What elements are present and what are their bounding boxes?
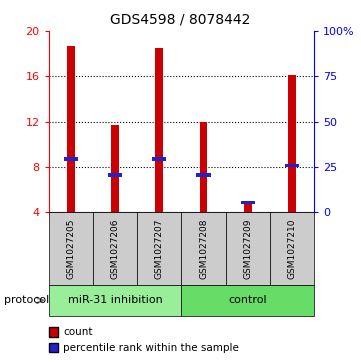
Bar	[196, 173, 211, 176]
Bar	[200, 122, 208, 212]
Text: GSM1027207: GSM1027207	[155, 219, 164, 279]
Bar	[111, 125, 119, 212]
Text: GSM1027208: GSM1027208	[199, 219, 208, 279]
Bar	[108, 173, 122, 176]
Bar	[155, 48, 163, 212]
Text: protocol: protocol	[4, 295, 49, 305]
Text: GSM1027209: GSM1027209	[243, 219, 252, 279]
Text: GSM1027210: GSM1027210	[287, 219, 296, 279]
Bar	[67, 46, 75, 212]
Bar	[64, 158, 78, 160]
Text: GSM1027205: GSM1027205	[66, 219, 75, 279]
Text: GSM1027206: GSM1027206	[110, 219, 119, 279]
Bar	[244, 201, 252, 212]
Text: control: control	[229, 295, 267, 305]
Bar	[288, 75, 296, 212]
Text: count: count	[63, 327, 93, 337]
Text: GDS4598 / 8078442: GDS4598 / 8078442	[110, 13, 251, 27]
Bar	[152, 158, 166, 160]
Text: miR-31 inhibition: miR-31 inhibition	[68, 295, 162, 305]
Bar	[285, 164, 299, 167]
Bar	[240, 201, 255, 204]
Text: percentile rank within the sample: percentile rank within the sample	[63, 343, 239, 352]
